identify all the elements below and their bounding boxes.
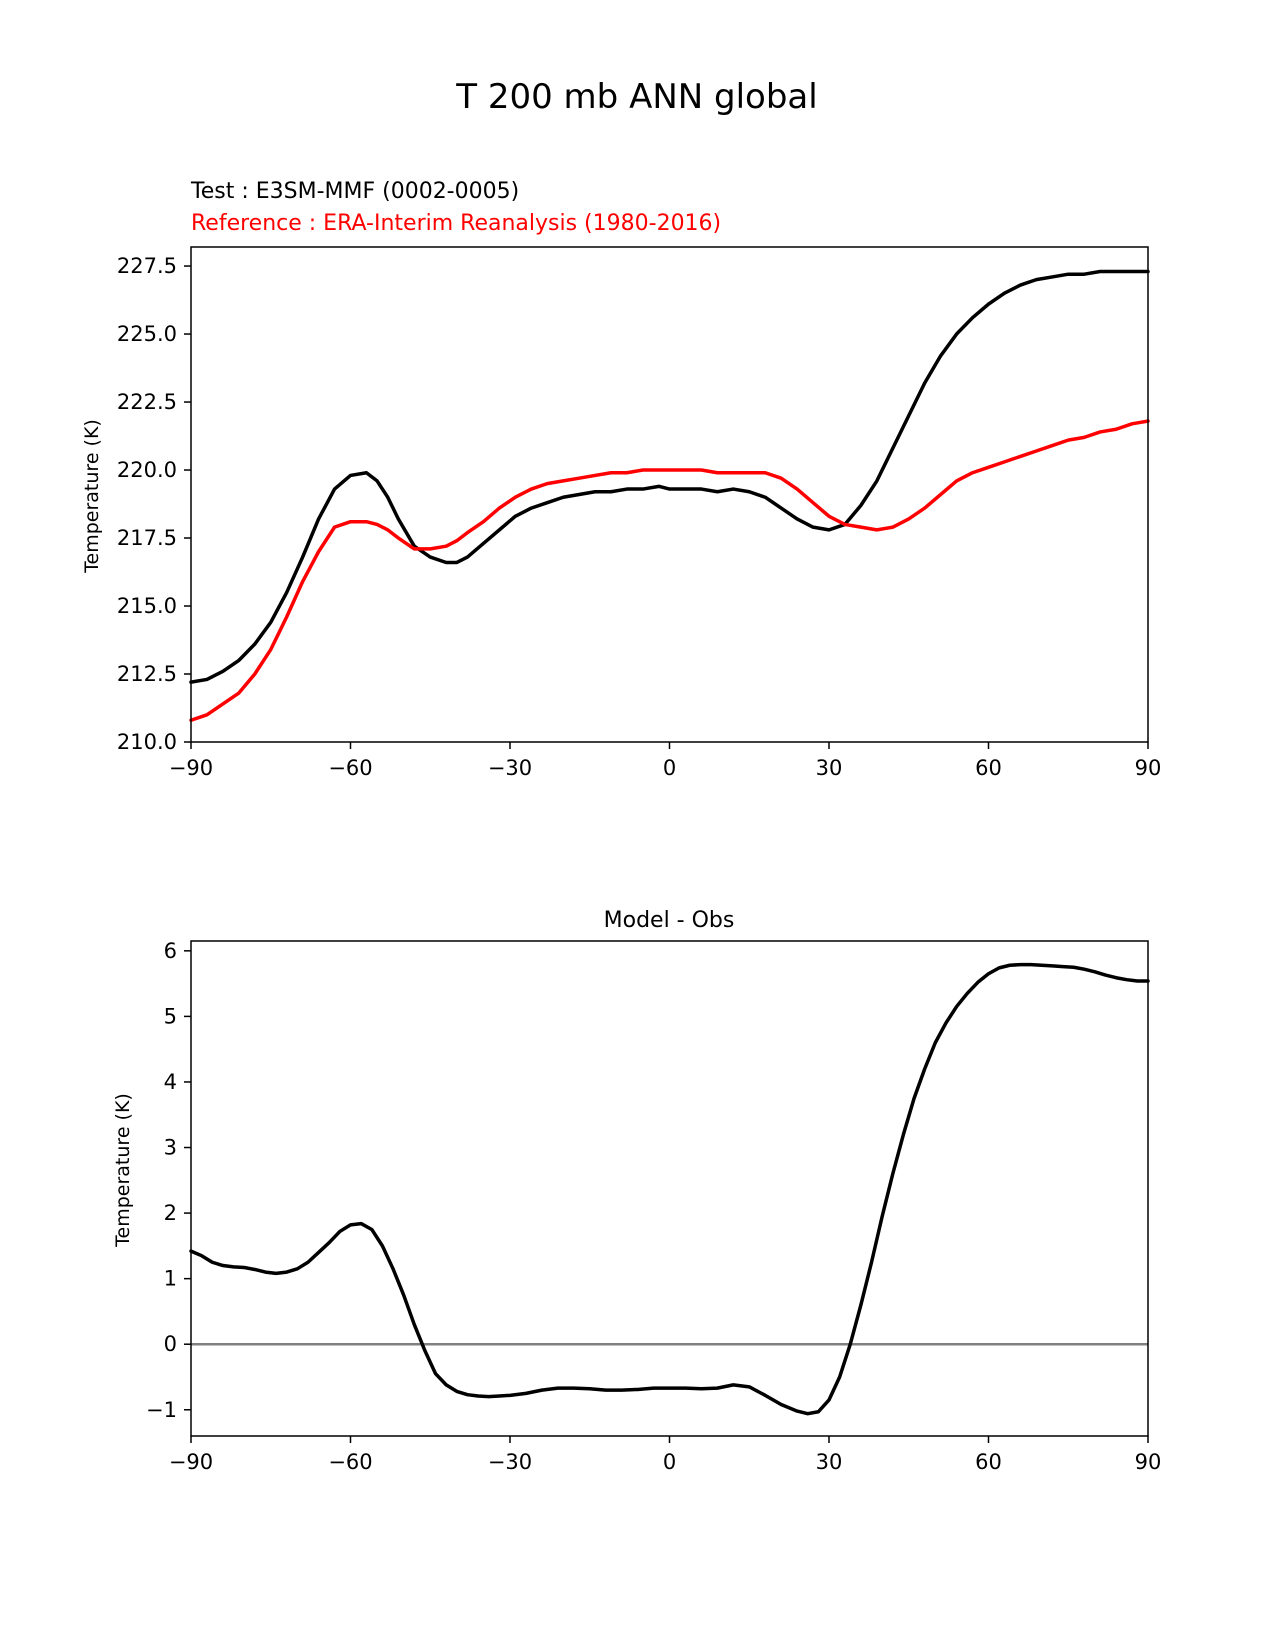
bottom-ytick-label: 6 [164,939,177,963]
bottom-ytick-label: 0 [164,1332,177,1356]
figure-title: T 200 mb ANN global [455,77,817,117]
top-ytick-label: 222.5 [117,390,177,414]
top-series-line-reference [189,419,1150,722]
y-axis-label-bottom: Temperature (K) [112,1093,134,1248]
bottom-series-line-model-obs [189,962,1150,1416]
bottom-ytick-label: −1 [146,1398,177,1422]
top-xtick-label: 90 [1135,756,1162,780]
test-label: Test : E3SM-MMF (0002-0005) [190,179,519,204]
bottom-panel: Model - Obs Temperature (K) −1 0 1 2 3 4 5 6 −9… [112,908,1161,1474]
top-ytick-label: 212.5 [117,662,177,686]
bottom-ytick-label: 2 [164,1201,177,1225]
top-ytick-label: 227.5 [117,254,177,278]
top-xtick-label: −30 [488,756,532,780]
bottom-xtick-label: 60 [975,1450,1002,1474]
top-xtick-label: −90 [169,756,213,780]
top-ytick-label: 217.5 [117,526,177,550]
bottom-xtick-label: −30 [488,1450,532,1474]
bottom-xtick-label: 90 [1135,1450,1162,1474]
bottom-xtick-label: −90 [169,1450,213,1474]
bottom-ytick-label: 4 [164,1070,177,1094]
top-xtick-label: 60 [975,756,1002,780]
top-series-line-test [189,269,1150,684]
top-ytick-label: 225.0 [117,322,177,346]
bottom-panel-title: Model - Obs [604,908,735,933]
top-ytick-label: 220.0 [117,458,177,482]
bottom-xtick-label: 30 [816,1450,843,1474]
top-xtick-label: −60 [328,756,372,780]
bottom-ytick-label: 3 [164,1136,177,1160]
y-axis-label-top: Temperature (K) [81,419,103,574]
top-ytick-label: 210.0 [117,730,177,754]
bottom-ytick-label: 5 [164,1004,177,1028]
reference-label: Reference : ERA-Interim Reanalysis (1980… [191,211,721,236]
top-ytick-label: 215.0 [117,594,177,618]
top-xtick-label: 0 [663,756,676,780]
bottom-xtick-label: −60 [328,1450,372,1474]
top-xtick-label: 30 [816,756,843,780]
bottom-xtick-label: 0 [663,1450,676,1474]
bottom-ytick-label: 1 [164,1267,177,1291]
top-panel: Test : E3SM-MMF (0002-0005) Reference : … [81,179,1161,780]
